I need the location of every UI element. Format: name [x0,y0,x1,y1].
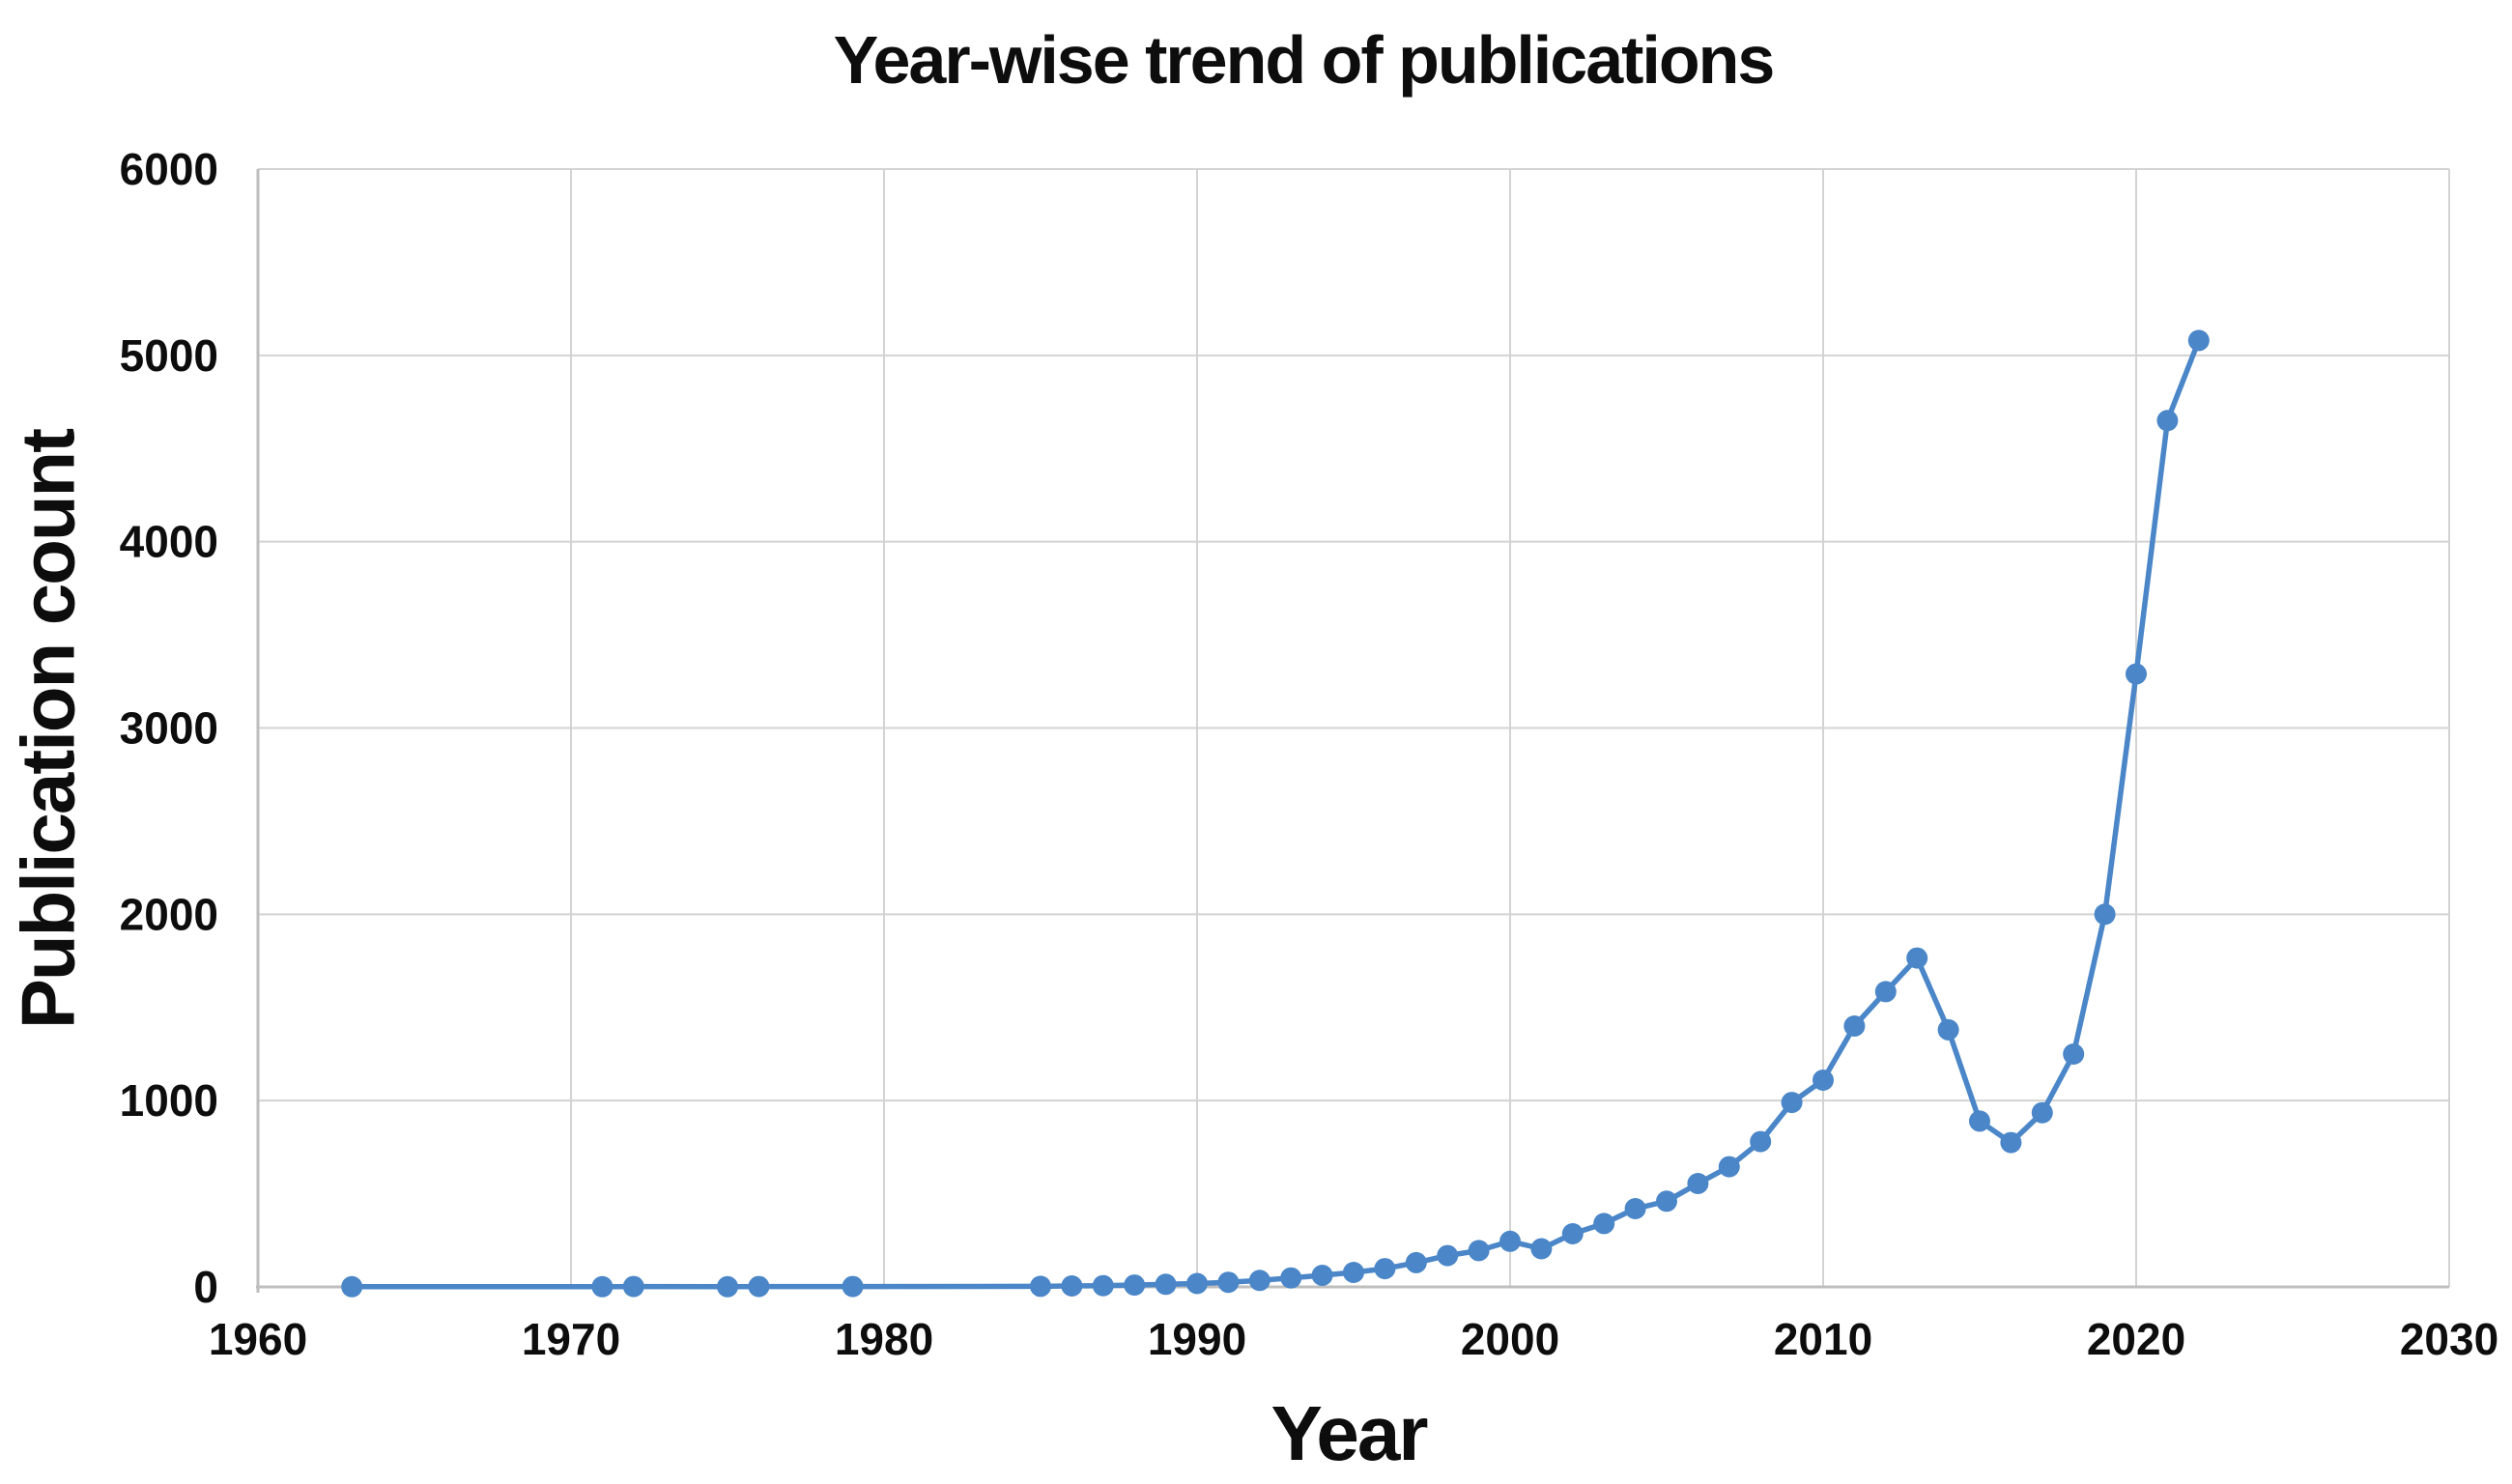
data-point [1593,1213,1615,1235]
data-point [1030,1275,1051,1298]
data-point [1468,1240,1490,1262]
x-tick-label: 2030 [2400,1314,2498,1364]
y-tick-label: 6000 [120,144,218,194]
data-point [591,1275,614,1298]
x-tick-label: 2000 [1461,1314,1559,1364]
x-tick-label: 1970 [522,1314,620,1364]
y-tick-label: 3000 [120,703,218,754]
data-point [1969,1110,1990,1132]
data-point [1937,1018,1959,1041]
data-point [1061,1275,1083,1297]
y-tick-label: 1000 [120,1075,218,1126]
x-tick-label: 1960 [209,1314,307,1364]
data-point [1906,947,1928,969]
data-point [748,1275,770,1298]
data-point [1343,1262,1364,1283]
data-point [1405,1251,1427,1273]
data-point [2000,1131,2022,1154]
data-point [1656,1190,1677,1213]
data-point [1781,1092,1803,1114]
data-point [1374,1258,1396,1280]
x-axis-title: Year [1270,1390,1428,1476]
data-point [1624,1198,1646,1219]
chart-title: Year-wise trend of publications [833,22,1776,98]
data-point [622,1275,644,1298]
data-point [1813,1070,1834,1091]
data-point [1874,981,1897,1003]
data-point [1248,1270,1270,1292]
data-point [1750,1130,1772,1153]
data-point [1124,1274,1146,1297]
data-point [2031,1101,2053,1124]
data-point [1155,1273,1177,1296]
data-point [341,1275,363,1298]
data-point [2156,410,2179,432]
data-point [1499,1230,1521,1252]
y-tick-label: 0 [193,1262,218,1312]
y-tick-label: 2000 [120,889,218,939]
y-tick-label: 5000 [120,330,218,381]
data-point [1687,1173,1709,1194]
data-point [1186,1272,1208,1295]
data-point [1437,1244,1459,1267]
x-tick-label: 2010 [1774,1314,1872,1364]
data-point [1561,1223,1584,1244]
x-tick-label: 1990 [1148,1314,1246,1364]
data-point [2126,663,2147,685]
x-tick-label: 2020 [2087,1314,2185,1364]
data-point [1718,1156,1740,1178]
y-axis-title: Publication count [5,429,91,1030]
data-point [1530,1238,1553,1260]
data-point [1280,1267,1302,1289]
data-point [2063,1043,2085,1065]
data-point [1217,1271,1240,1294]
data-point [2187,329,2210,352]
data-point [1843,1015,1866,1037]
data-point [1092,1274,1114,1297]
x-tick-label: 1980 [835,1314,933,1364]
y-tick-label: 4000 [120,517,218,567]
data-point [717,1275,738,1298]
publications-trend-line [349,337,2202,1290]
data-point [2094,903,2116,926]
data-point [1311,1265,1333,1286]
data-point [842,1275,864,1298]
